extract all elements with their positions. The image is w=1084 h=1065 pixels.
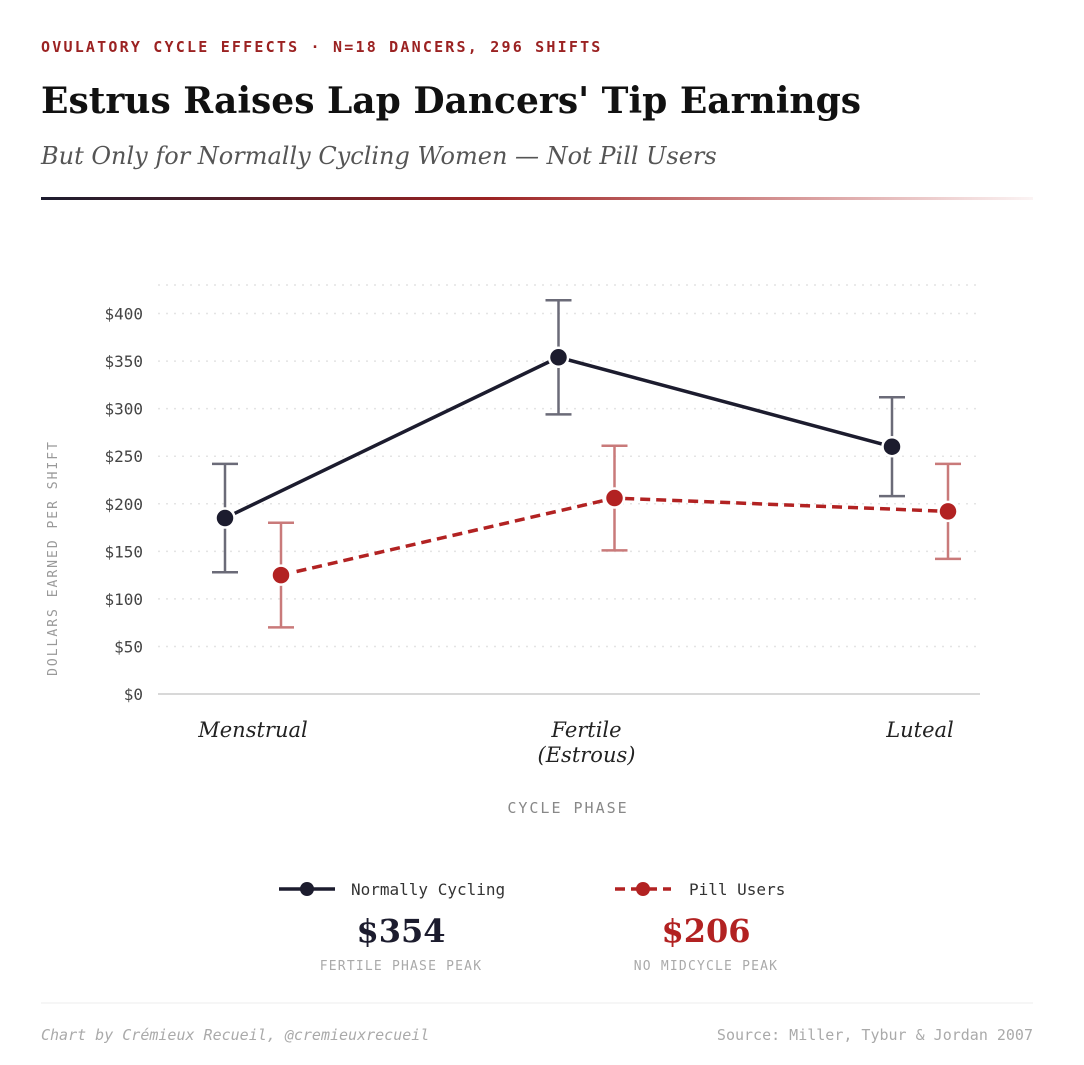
legend-marker bbox=[300, 882, 314, 896]
source: Source: Miller, Tybur & Jordan 2007 bbox=[717, 1026, 1033, 1044]
y-tick-label: $50 bbox=[114, 637, 143, 656]
y-tick-label: $300 bbox=[104, 400, 143, 419]
y-tick-label: $250 bbox=[104, 447, 143, 466]
subtitle: But Only for Normally Cycling Women — No… bbox=[40, 142, 717, 170]
y-tick-label: $0 bbox=[124, 685, 143, 704]
point bbox=[881, 435, 903, 458]
callout-caption: NO MIDCYCLE PEAK bbox=[634, 959, 778, 974]
x-tick-label: Fertile (Estrous) bbox=[538, 718, 636, 767]
legend-label: Pill Users bbox=[689, 880, 785, 899]
point bbox=[547, 346, 570, 369]
y-tick-label: $400 bbox=[104, 305, 143, 324]
point bbox=[603, 487, 626, 509]
credit: Chart by Crémieux Recueil, @cremieuxrecu… bbox=[41, 1026, 429, 1044]
y-tick-label: $100 bbox=[104, 590, 143, 609]
callout-value: $354 bbox=[356, 912, 445, 950]
callout-value: $206 bbox=[661, 912, 750, 950]
x-tick-label: Luteal bbox=[885, 718, 954, 742]
point bbox=[270, 564, 292, 586]
y-tick-label: $150 bbox=[104, 542, 143, 561]
point bbox=[214, 507, 236, 529]
y-tick-label: $200 bbox=[104, 495, 143, 514]
legend-label: Normally Cycling bbox=[351, 880, 505, 899]
kicker: OVULATORY CYCLE EFFECTS · N=18 DANCERS, … bbox=[41, 38, 603, 56]
x-axis-label: CYCLE PHASE bbox=[507, 799, 628, 817]
point bbox=[937, 500, 959, 523]
callout-caption: FERTILE PHASE PEAK bbox=[320, 959, 482, 974]
divider bbox=[41, 197, 1033, 200]
y-axis-label: DOLLARS EARNED PER SHIFT bbox=[46, 440, 61, 676]
y-tick-label: $350 bbox=[104, 352, 143, 371]
chart-title: Estrus Raises Lap Dancers' Tip Earnings bbox=[41, 80, 861, 122]
x-tick-label: Menstrual bbox=[197, 718, 307, 742]
legend-marker bbox=[636, 882, 650, 896]
